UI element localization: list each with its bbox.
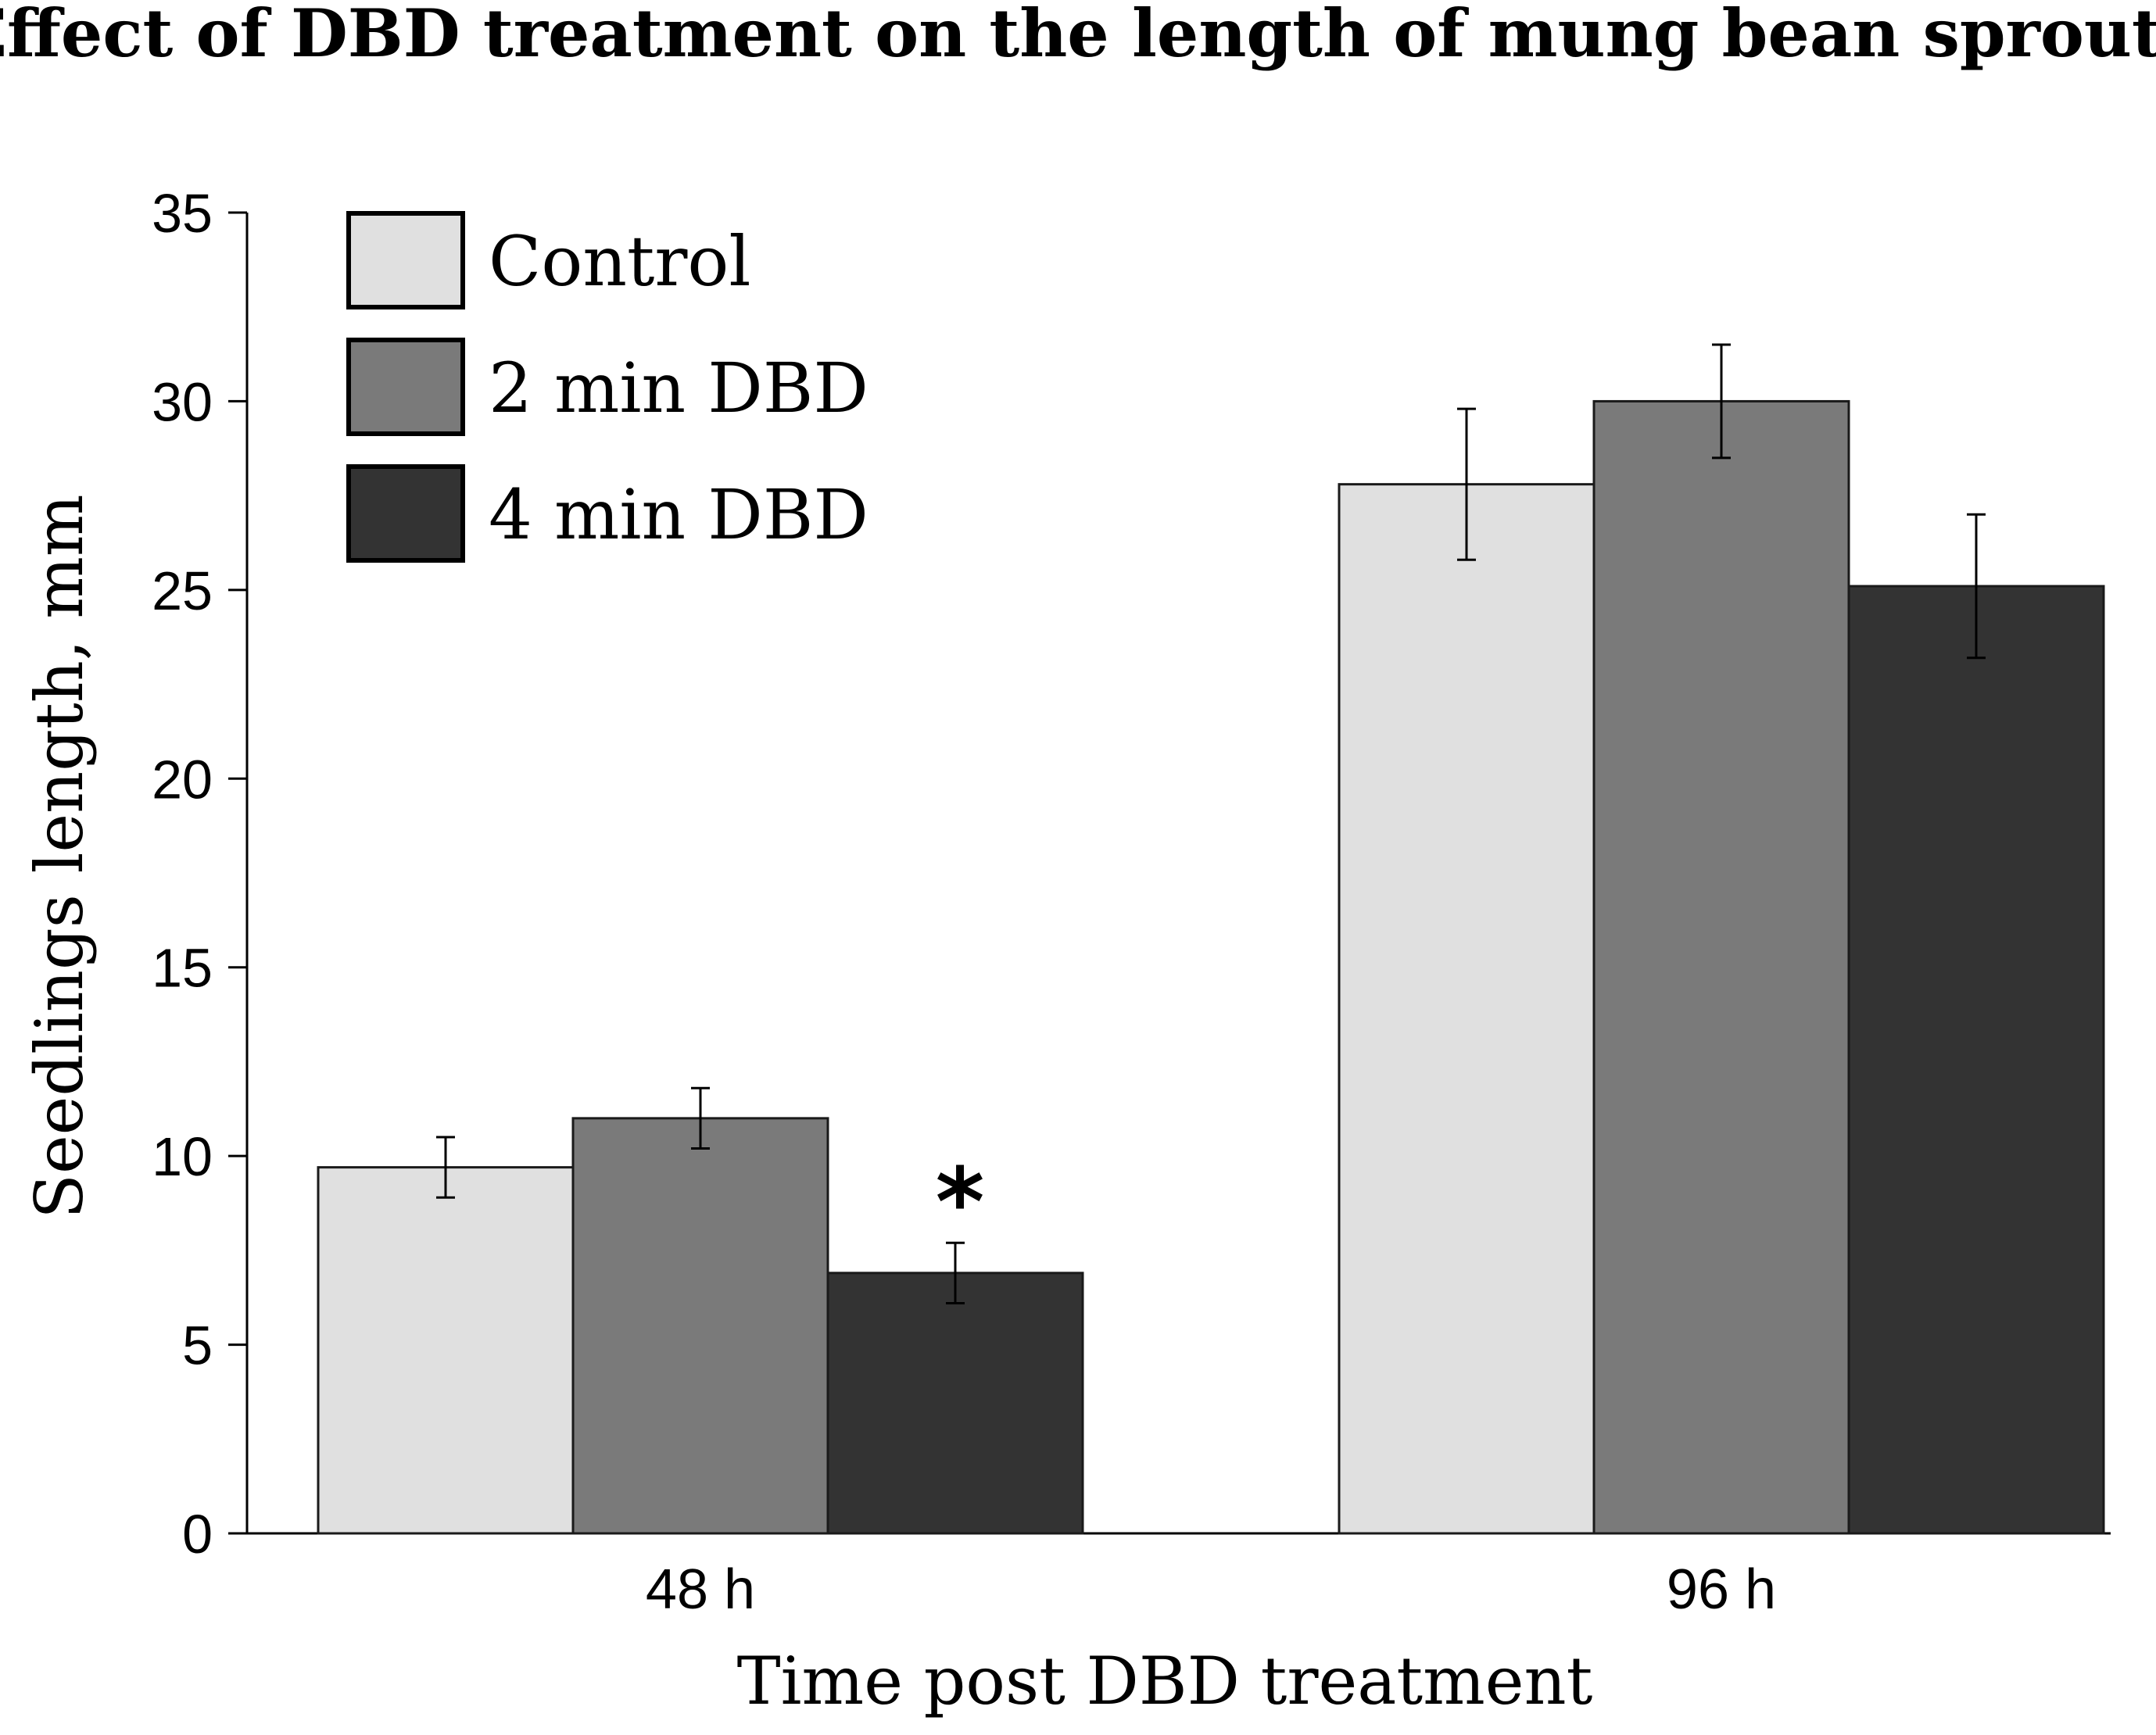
- legend-label: 2 min DBD: [489, 348, 868, 428]
- bar: [826, 1272, 1084, 1535]
- y-tick-label: 30: [152, 371, 213, 432]
- legend-label: Control: [489, 221, 751, 302]
- legend-swatch: [346, 464, 465, 563]
- y-tick-label: 15: [152, 938, 213, 999]
- bar: [1592, 399, 1850, 1535]
- bar: [317, 1166, 575, 1535]
- x-axis-title: Time post DBD treatment: [737, 1643, 1593, 1719]
- significance-marker: *: [936, 1149, 985, 1257]
- y-tick-label: 0: [182, 1504, 213, 1565]
- error-bars: [436, 343, 1986, 1304]
- legend: Control 2 min DBD 4 min DBD: [346, 211, 868, 563]
- bar: [571, 1117, 829, 1535]
- legend-swatch: [346, 211, 465, 309]
- legend-swatch: [346, 338, 465, 436]
- chart-title: Effect of DBD treatment on the length of…: [0, 0, 2156, 72]
- y-axis-title: Seedlings length, mm: [21, 494, 98, 1218]
- bar: [1847, 585, 2105, 1535]
- bars: [317, 399, 2105, 1535]
- axes: 0 5 10 15 20 25 30 35 48 h 96 h: [152, 183, 2111, 1621]
- y-tick-label: 20: [152, 749, 213, 810]
- y-tick-label: 35: [152, 183, 213, 244]
- x-tick-label: 48 h: [646, 1558, 755, 1621]
- annotations: *: [936, 1149, 985, 1257]
- y-tick-label: 25: [152, 560, 213, 621]
- y-tick-label: 10: [152, 1126, 213, 1187]
- bar: [1338, 483, 1596, 1535]
- x-tick-label: 96 h: [1667, 1558, 1776, 1621]
- y-tick-label: 5: [182, 1315, 213, 1376]
- legend-label: 4 min DBD: [489, 474, 868, 555]
